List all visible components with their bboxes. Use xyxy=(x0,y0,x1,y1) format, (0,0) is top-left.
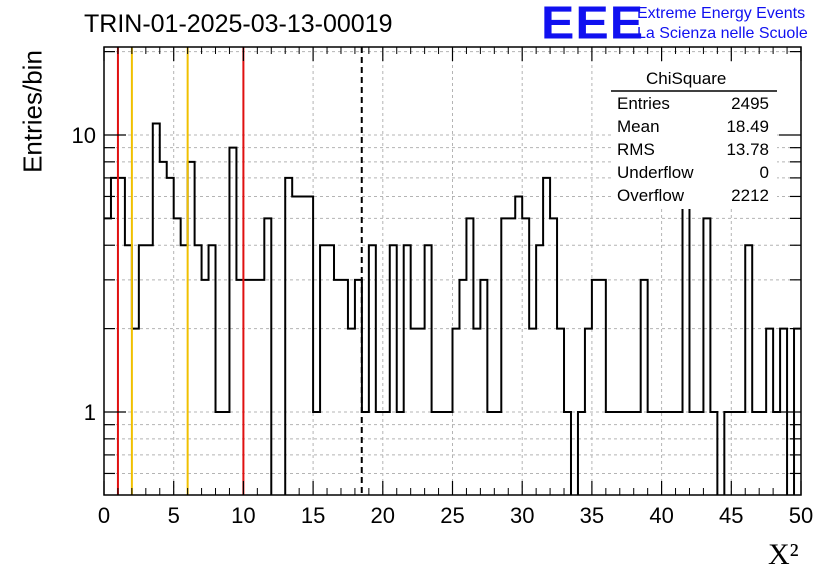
stats-value: 18.49 xyxy=(726,117,769,136)
stats-label: Mean xyxy=(617,117,660,136)
y-tick-label: 10 xyxy=(72,123,96,148)
stats-row: Overflow 2212 xyxy=(617,184,769,207)
stats-value: 0 xyxy=(759,163,769,182)
x-tick-label: 20 xyxy=(371,503,395,528)
x-axis-label: X² xyxy=(768,538,799,571)
x-tick-label: 30 xyxy=(510,503,534,528)
stats-value: 2495 xyxy=(731,94,769,113)
stats-box-bg xyxy=(611,63,777,209)
x-tick-label: 15 xyxy=(301,503,325,528)
stats-value: 13.78 xyxy=(726,140,769,159)
stats-value: 2212 xyxy=(731,186,769,205)
x-tick-label: 0 xyxy=(98,503,110,528)
stats-title: ChiSquare xyxy=(646,69,727,88)
y-axis-label: Entries/bin xyxy=(17,50,48,173)
project-name-line2: La Scienza nelle Scuole xyxy=(637,25,808,42)
project-name-line1: Extreme Energy Events xyxy=(637,5,806,22)
x-tick-label: 35 xyxy=(580,503,604,528)
stats-label: Overflow xyxy=(617,186,685,205)
marker-lines xyxy=(116,47,363,495)
x-tick-label: 5 xyxy=(168,503,180,528)
x-tick-label: 45 xyxy=(719,503,743,528)
stats-label: RMS xyxy=(617,140,655,159)
x-tick-label: 40 xyxy=(649,503,673,528)
stats-row: RMS 13.78 xyxy=(617,138,769,161)
stats-row: Underflow 0 xyxy=(617,161,769,184)
run-title: TRIN-01-2025-03-13-00019 xyxy=(84,10,393,38)
stats-label: Entries xyxy=(617,94,670,113)
x-tick-label: 25 xyxy=(440,503,464,528)
eee-logo: EEE xyxy=(541,0,645,49)
stats-box xyxy=(611,63,777,209)
x-tick-label: 50 xyxy=(789,503,813,528)
axis-ticks: 0 5 10 15 20 25 30 35 40 45 50 1 10 xyxy=(72,47,813,528)
stats-row: Entries 2495 xyxy=(617,92,769,115)
stats-label: Underflow xyxy=(617,163,694,182)
stats-row: Mean 18.49 xyxy=(617,115,769,138)
stats-rows: Entries 2495 Mean 18.49 RMS 13.78 Underflow… xyxy=(617,92,769,207)
y-tick-label: 1 xyxy=(84,400,96,425)
x-tick-label: 10 xyxy=(231,503,255,528)
